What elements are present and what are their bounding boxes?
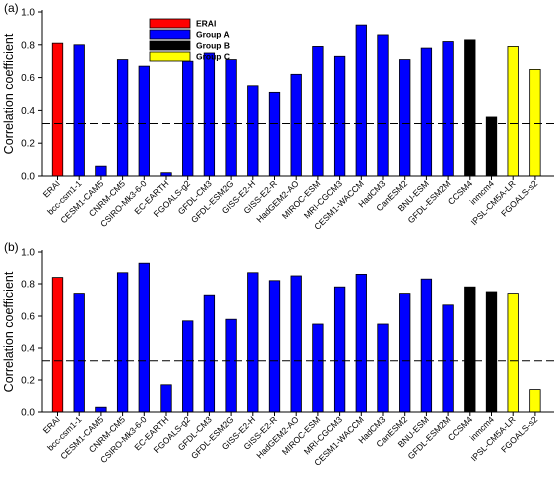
bar-GFDL-ESM2G (225, 318, 237, 413)
legend-swatch (149, 40, 191, 51)
bar-bcc-csm1-1 (73, 293, 85, 413)
chart-panel-1: (a) Correlation coefficient 0.0 0.2 0.4 0.6 0.… (2, 1, 554, 232)
bar-HadCM3 (377, 34, 389, 177)
bar-CCSM4 (464, 39, 476, 177)
legend-label: Group B (196, 41, 230, 51)
chart-panel-2: (b) Correlation coefficient 0.0 0.2 0.4 0.6 0.… (2, 240, 554, 468)
y-tick-label: 0.4 (21, 106, 35, 117)
y-tick-label: 0.2 (21, 139, 35, 150)
legend-swatch (149, 29, 191, 40)
y-axis-label: Correlation coefficient (2, 33, 16, 154)
bar-GFDL-ESM2M (442, 304, 454, 413)
bar-IPSL-CM5A-LR (507, 293, 519, 413)
bar-CESM1-CAM5 (95, 165, 107, 177)
panel-label: (b) (4, 240, 19, 254)
bar-CNRM-CM5 (116, 272, 129, 413)
bar-inmcm4 (485, 116, 498, 177)
bar-CanESM2 (399, 59, 411, 177)
bar-CSIRO-Mk3-6-0 (138, 65, 150, 177)
bar-FGOALS-s2 (529, 389, 541, 413)
bar-GISS-E2-R (268, 91, 281, 177)
y-tick-label: 0.6 (21, 312, 35, 323)
bar-BNU-ESM (420, 278, 433, 413)
bar-MRI-CGCM3 (333, 286, 346, 413)
bar-CESM1-WACCM (355, 273, 367, 413)
legend-label: ERAI (196, 19, 216, 29)
bar-HadGEM2-AO (290, 275, 302, 413)
bar-BNU-ESM (420, 47, 433, 177)
legend-label: Group A (196, 30, 230, 40)
bar-CCSM4 (464, 286, 476, 413)
bar-CSIRO-Mk3-6-0 (138, 262, 150, 413)
bar-MIROC-ESM (312, 46, 324, 177)
bar-GFDL-CM3 (203, 52, 216, 177)
bar-CESM1-CAM5 (95, 406, 107, 413)
bar-GISS-E2-R (268, 280, 281, 413)
panel-label: (a) (4, 1, 19, 15)
y-tick-label: 0.8 (21, 40, 35, 51)
y-axis-label: Correlation coefficient (2, 271, 16, 392)
bar-IPSL-CM5A-LR (507, 46, 519, 177)
bar-GFDL-CM3 (203, 294, 216, 413)
bar-CESM1-WACCM (355, 24, 367, 177)
bar-MIROC-ESM (312, 323, 324, 413)
legend-swatch (149, 51, 191, 62)
y-tick-label: 0.0 (21, 408, 35, 419)
bar-CanESM2 (399, 293, 411, 413)
y-tick-label: 0.2 (21, 376, 35, 387)
bar-FGOALS-g2 (182, 60, 194, 177)
legend-swatch (149, 18, 191, 29)
bar-MRI-CGCM3 (333, 55, 346, 177)
legend-label: Group C (196, 52, 230, 62)
bar-inmcm4 (485, 291, 498, 413)
y-tick-label: 1.0 (21, 8, 35, 19)
bar-HadGEM2-AO (290, 73, 302, 177)
y-tick-label: 1.0 (21, 248, 35, 259)
bar-HadCM3 (377, 323, 389, 413)
bar-GISS-E2-H (247, 85, 259, 177)
bar-CNRM-CM5 (116, 59, 129, 177)
y-tick-label: 0.0 (21, 172, 35, 183)
y-tick-label: 0.8 (21, 280, 35, 291)
bar-GFDL-ESM2G (225, 59, 237, 177)
y-tick-label: 0.4 (21, 344, 35, 355)
bar-FGOALS-s2 (529, 69, 541, 177)
bar-GISS-E2-H (247, 272, 259, 413)
bar-bcc-csm1-1 (73, 44, 85, 177)
bar-ERAI (51, 277, 64, 413)
y-tick-label: 0.6 (21, 73, 35, 84)
bar-ERAI (51, 42, 64, 177)
bar-FGOALS-g2 (182, 320, 194, 413)
bar-EC-EARTH (160, 384, 172, 413)
bar-GFDL-ESM2M (442, 41, 454, 177)
